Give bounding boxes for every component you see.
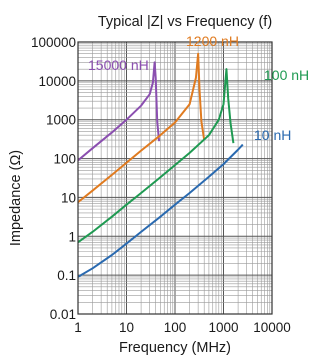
series-label: 10 nH <box>254 127 291 143</box>
x-tick-label: 1000 <box>208 320 238 335</box>
x-axis-title: Frequency (MHz) <box>119 340 231 356</box>
y-axis-title: Impedance (Ω) <box>8 150 24 246</box>
y-tick-label: 0.01 <box>50 307 76 322</box>
label-layer: Typical |Z| vs Frequency (f) Frequency (… <box>8 14 309 356</box>
y-tick-label: 10000 <box>38 74 76 89</box>
series-layer <box>77 52 244 278</box>
series-label: 1200 nH <box>186 33 239 49</box>
series-line-1200-nh <box>77 52 206 204</box>
series-line-10-nh <box>77 143 244 278</box>
plot-border <box>77 41 273 315</box>
y-tick-label: 100000 <box>31 35 76 50</box>
x-tick-label: 1 <box>74 320 82 335</box>
y-tick-label: 0.1 <box>57 268 76 283</box>
series-line-15000-nh <box>77 61 161 162</box>
y-tick-label: 1000 <box>46 113 76 128</box>
y-tick-label: 1 <box>68 229 76 244</box>
series-label: 100 nH <box>264 67 309 83</box>
series-label: 15000 nH <box>88 57 149 73</box>
x-tick-label: 100 <box>164 320 187 335</box>
plot-frame <box>77 41 273 315</box>
chart-title: Typical |Z| vs Frequency (f) <box>98 14 272 30</box>
x-tick-label: 10 <box>119 320 134 335</box>
y-tick-label: 100 <box>53 152 76 167</box>
y-tick-label: 10 <box>61 190 76 205</box>
series-line-100-nh <box>77 68 235 244</box>
grid <box>77 42 272 315</box>
x-tick-label: 10000 <box>253 320 291 335</box>
